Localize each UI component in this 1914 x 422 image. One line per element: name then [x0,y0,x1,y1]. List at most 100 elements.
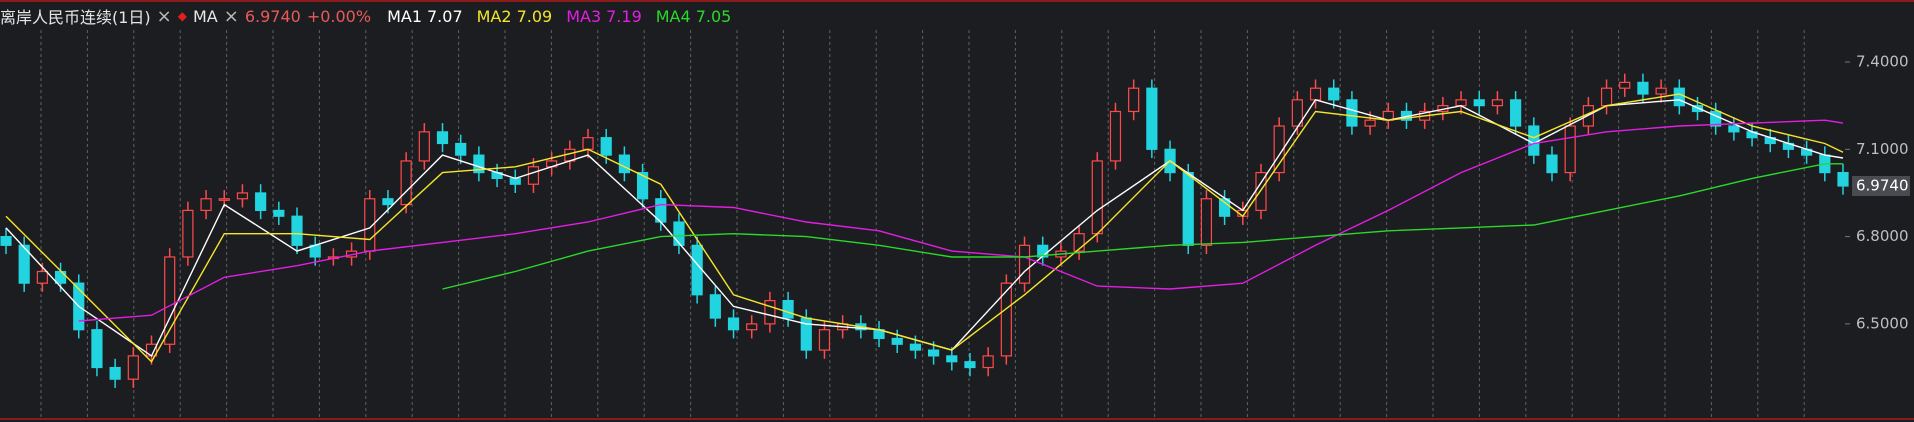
candle-body [1655,87,1667,95]
candle-body [1546,154,1558,174]
legend-value: 7.05 [695,6,732,26]
last-price-box [1852,175,1910,196]
candle-body [109,366,121,380]
candle-body [909,343,922,351]
candle-body [255,192,267,212]
legend-value: 7.07 [427,6,463,26]
candle-body [1200,198,1213,246]
candle-body [1837,171,1849,187]
y-tick-label: 6.8000 [1856,227,1909,245]
candle-body [1528,125,1540,156]
close-icon[interactable]: × [223,5,239,27]
candle-body [1309,87,1322,101]
candle-body [582,137,594,150]
candle-body [891,337,903,345]
candle-body [964,361,976,369]
candle-body [182,209,194,258]
legend-item: MA1 7.07 [387,7,463,26]
title: 离岸人民币连续(1日) [0,8,151,27]
candle-body [1510,99,1522,127]
candle-body [1491,99,1504,107]
candle-body [818,329,831,351]
legend-name: MA3 [566,6,602,26]
candle-body [1328,87,1340,101]
candle-body [764,300,776,325]
candle-body [418,131,430,162]
ma-line [442,163,1843,290]
candle-body [91,329,103,369]
y-tick-label: 7.1000 [1856,140,1909,158]
legend-name: MA1 [387,6,422,26]
ma-line [78,119,1844,322]
candle-body [1637,81,1649,95]
candle-body [636,171,649,200]
candle-body [1146,87,1158,150]
candle-body [782,300,794,319]
candle-body [1691,105,1704,113]
candle-body [455,142,467,156]
candle-body [1182,171,1194,246]
header: 离岸人民币连续(1日) × ◆ MA × 6.9740 +0.00% MA1 7.… [0,4,731,28]
candle-body [600,137,612,156]
candle-body [1600,87,1613,107]
candle-body [54,270,67,284]
candle-body [1128,87,1140,113]
candle-body [691,244,703,296]
candle-body [1564,125,1576,174]
legend-value: 7.09 [516,6,553,26]
indicator-dot: ◆ [177,9,187,23]
candle-body [473,154,485,174]
candle-body [400,160,412,206]
candle-body [1346,99,1358,127]
candle-body [1219,198,1231,217]
candle-body [1291,99,1303,127]
candle-body [36,270,48,284]
candle-body [927,349,940,357]
candle-body [1073,233,1085,252]
candle-body [1000,282,1012,357]
candle-body [946,355,958,363]
legend-value: 7.19 [606,6,642,26]
candle-body [1364,119,1376,127]
candle-body [127,355,139,380]
candle-body [0,235,12,246]
y-tick-label: 7.4000 [1856,53,1909,71]
candle-body [1473,99,1485,107]
candle-body [1728,125,1740,133]
candle-body [382,198,394,206]
y-tick-label: 6.5000 [1856,314,1909,332]
legend-item: MA2 7.09 [477,7,553,26]
candle-body [709,294,721,319]
legend-item: MA4 7.05 [656,7,732,26]
candle-body [1091,160,1103,235]
candle-body [1109,110,1122,162]
candle-body [727,317,740,331]
indicator-name[interactable]: MA [193,6,218,26]
candle-body [236,192,249,200]
legend-name: MA4 [655,6,691,26]
ma-line [5,93,1844,363]
close-icon[interactable]: × [156,5,172,27]
candle-body [1673,87,1685,107]
candle-body [509,177,521,185]
candle-body [527,166,540,185]
price-change: +0.00% [306,6,372,26]
last-price: 6.9740 [244,6,301,26]
candle-body [1619,81,1631,89]
candle-body [291,215,303,246]
candle-body [218,198,230,201]
candle-body [18,244,30,284]
candle-body [982,355,994,369]
candle-body [273,209,285,217]
candle-body [1018,244,1031,284]
legend-name: MA2 [476,6,512,26]
candle-body [746,323,758,331]
last-price-label: 6.9740 [1856,176,1909,194]
candle-body [1273,125,1285,174]
candle-body [200,198,212,212]
candle-body [1455,99,1467,107]
candle-body [164,256,176,345]
legend-item: MA3 7.19 [566,7,642,26]
candle-body [673,221,685,246]
